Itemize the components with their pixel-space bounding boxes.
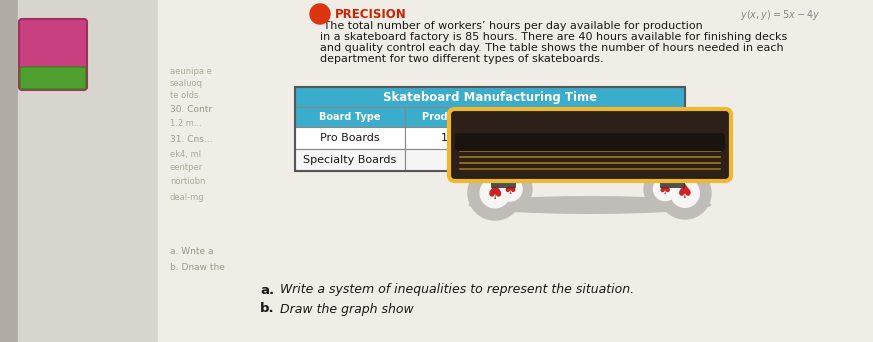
Bar <box>295 127 405 149</box>
Text: a.: a. <box>260 284 274 297</box>
Bar <box>530 127 685 149</box>
Text: eentper: eentper <box>170 163 203 172</box>
Bar <box>18 0 158 342</box>
Text: 1.5 hours: 1.5 hours <box>441 133 494 143</box>
Bar <box>530 149 685 171</box>
Bar <box>295 87 685 107</box>
Circle shape <box>488 167 532 211</box>
Text: 30. Contr: 30. Contr <box>170 105 212 115</box>
Text: Board Type: Board Type <box>320 112 381 122</box>
Text: 1.2 m...: 1.2 m... <box>170 119 202 129</box>
Ellipse shape <box>469 196 711 214</box>
Bar <box>0 0 18 342</box>
Circle shape <box>468 166 522 220</box>
FancyBboxPatch shape <box>449 109 731 181</box>
Circle shape <box>670 179 699 207</box>
Text: b. Dnaw the: b. Dnaw the <box>170 263 225 273</box>
Text: ek4, ml: ek4, ml <box>170 149 201 158</box>
Text: b.: b. <box>260 303 275 316</box>
Text: ♠: ♠ <box>485 183 505 203</box>
Text: 2 hours: 2 hours <box>587 133 629 143</box>
Text: nortiobn: nortiobn <box>170 177 205 186</box>
Text: Deck Finishing/Quality control: Deck Finishing/Quality control <box>524 112 691 122</box>
Text: PRECISION: PRECISION <box>335 8 407 21</box>
Text: Pro Boards: Pro Boards <box>320 133 380 143</box>
Bar <box>491 175 515 187</box>
Bar <box>530 107 685 127</box>
Text: The total number of workers’ hours per day available for production: The total number of workers’ hours per d… <box>320 21 703 31</box>
Text: Write a system of inequalities to represent the situation.: Write a system of inequalities to repres… <box>276 284 634 297</box>
Text: Specialty Boards: Specialty Boards <box>304 155 396 165</box>
Bar <box>295 149 405 171</box>
Text: and quality control each day. The table shows the number of hours needed in each: and quality control each day. The table … <box>320 43 784 53</box>
Text: a. Wnte a: a. Wnte a <box>170 248 214 256</box>
Text: deal-mg: deal-mg <box>170 194 204 202</box>
Circle shape <box>310 4 330 24</box>
Text: department for two different types of skateboards.: department for two different types of sk… <box>320 54 603 64</box>
Text: sealuoq: sealuoq <box>170 79 203 89</box>
Text: ♠: ♠ <box>503 180 518 198</box>
Circle shape <box>498 177 522 201</box>
Text: te olds: te olds <box>170 92 198 101</box>
Bar <box>405 149 530 171</box>
Text: 31. Cns...: 31. Cns... <box>170 135 212 145</box>
Bar <box>405 127 530 149</box>
Bar <box>405 107 530 127</box>
Text: $y(x,y) = 5x - 4y$: $y(x,y) = 5x - 4y$ <box>739 8 820 22</box>
Bar <box>660 175 684 187</box>
Text: Production Time: Production Time <box>423 112 512 122</box>
Circle shape <box>480 178 510 208</box>
FancyBboxPatch shape <box>455 133 725 151</box>
Circle shape <box>644 168 686 210</box>
Bar <box>158 0 873 342</box>
FancyBboxPatch shape <box>20 67 86 89</box>
Bar <box>295 107 405 127</box>
Text: ♠: ♠ <box>676 184 694 202</box>
FancyBboxPatch shape <box>19 19 87 90</box>
Text: 1 hour: 1 hour <box>450 155 485 165</box>
Text: Draw the graph show: Draw the graph show <box>276 303 414 316</box>
Bar <box>295 87 685 171</box>
Circle shape <box>659 167 711 219</box>
Text: ♠: ♠ <box>658 182 672 197</box>
Text: aeunipa e: aeunipa e <box>170 67 212 77</box>
Text: Skateboard Manufacturing Time: Skateboard Manufacturing Time <box>383 91 597 104</box>
Circle shape <box>654 177 677 200</box>
Text: 0.5 hour: 0.5 hour <box>584 155 631 165</box>
Text: in a skateboard factory is 85 hours. There are 40 hours available for finishing : in a skateboard factory is 85 hours. The… <box>320 32 787 42</box>
